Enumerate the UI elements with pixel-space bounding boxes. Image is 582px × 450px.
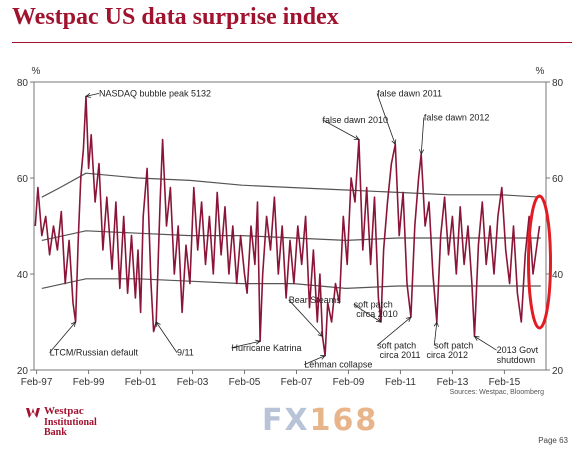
annotation-arrow: [376, 316, 412, 346]
annotation-arrowhead: [473, 335, 480, 341]
annotation-label: false dawn 2012: [424, 112, 490, 122]
x-tick-label: Feb-01: [125, 377, 157, 388]
y-unit-left: %: [32, 66, 41, 77]
annotation-arrowhead: [375, 317, 382, 323]
y-tick-label-left: 40: [17, 270, 29, 281]
annotation-label: shutdown: [497, 355, 536, 365]
annotation-arrow: [155, 321, 178, 353]
page-number: Page 63: [538, 436, 568, 445]
y-tick-label-right: 20: [552, 366, 564, 377]
watermark-168: 168: [309, 403, 379, 438]
logo-institutional-text: Institutional: [44, 417, 97, 428]
fx168-watermark: FX168: [262, 403, 378, 438]
annotation-arrowhead: [155, 321, 161, 328]
annotation-arrow: [231, 340, 261, 349]
x-tick-label: Feb-97: [21, 377, 53, 388]
logo-bank-text: Bank: [44, 427, 67, 438]
annotation-label: NASDAQ bubble peak 5132: [99, 88, 211, 98]
annotation-arrow: [474, 336, 497, 351]
annotation-label: Bear Steams: [289, 295, 342, 305]
title-divider: [12, 42, 572, 43]
x-tick-label: Feb-05: [229, 377, 261, 388]
annotation-label: soft patch: [377, 340, 416, 350]
annotation-label: soft patch: [354, 300, 393, 310]
annotation-arrowhead: [320, 354, 326, 360]
band-line-upper-band: [41, 172, 541, 198]
x-tick-label: Feb-99: [73, 377, 105, 388]
x-tick-label: Feb-11: [385, 377, 416, 388]
annotation-label: circa 2012: [426, 350, 468, 360]
x-tick-label: Feb-07: [281, 377, 313, 388]
annotation-arrow: [288, 299, 323, 337]
annotation-label: circa 2010: [356, 309, 398, 319]
x-tick-label: Feb-13: [437, 377, 469, 388]
annotation-arrowhead: [317, 331, 324, 338]
annotation-label: LTCM/Russian default: [50, 348, 139, 358]
y-tick-label-right: 60: [552, 174, 564, 185]
annotation-arrow: [304, 355, 326, 365]
westpac-logo-icon: [26, 408, 40, 418]
annotation-arrow: [353, 304, 382, 323]
annotation-arrow: [433, 321, 438, 346]
annotation-arrowhead: [405, 316, 412, 322]
annotation-label: circa 2011: [380, 350, 421, 360]
logo-westpac-text: Westpac: [44, 405, 84, 417]
annotation-arrow: [85, 93, 100, 97]
annotation-arrow: [322, 119, 360, 140]
annotation-arrow: [376, 93, 396, 145]
annotation-label: 9/11: [177, 348, 194, 358]
y-tick-label-right: 40: [552, 270, 564, 281]
page-title: Westpac US data surprise index: [12, 4, 339, 30]
annotation-arrowhead: [433, 321, 439, 327]
annotation-arrowhead: [391, 139, 397, 146]
annotation-label: Hurricane Katrina: [232, 343, 302, 353]
highlight-ellipse: [527, 194, 553, 330]
annotation-arrowhead: [419, 149, 425, 155]
y-tick-label-left: 60: [17, 174, 29, 185]
annotation-label: Lehman collapse: [304, 360, 372, 370]
x-tick-label: Feb-03: [177, 377, 209, 388]
annotation-label: false dawn 2011: [377, 88, 442, 98]
annotation-arrow: [420, 117, 425, 155]
y-tick-label-right: 80: [552, 78, 564, 89]
y-tick-label-left: 80: [17, 78, 29, 89]
y-tick-label-left: 20: [17, 366, 29, 377]
annotation-arrowhead: [85, 92, 91, 98]
plot-frame: [33, 81, 547, 371]
x-tick-label: Feb-15: [489, 377, 521, 388]
annotation-label: 2013 Govt: [497, 345, 539, 355]
watermark-fx: FX: [262, 403, 310, 438]
annotation-label: false dawn 2010: [322, 115, 388, 125]
source-note: Sources: Westpac, Bloomberg: [449, 389, 544, 396]
annotation-label: soft patch: [434, 340, 473, 350]
annotation-arrowhead: [70, 321, 77, 327]
y-unit-right: %: [536, 66, 545, 77]
index-series-line: [34, 95, 541, 357]
annotation-arrow: [49, 321, 76, 353]
annotation-arrowhead: [353, 135, 360, 141]
annotation-arrowhead: [255, 339, 262, 345]
x-tick-label: Feb-09: [333, 377, 365, 388]
band-line-lower-band: [41, 278, 541, 289]
data-surprise-chart: 20 20 40 40 60 60 80 80% % Feb-97 Feb-99 Feb-01 Feb-…: [17, 66, 564, 388]
